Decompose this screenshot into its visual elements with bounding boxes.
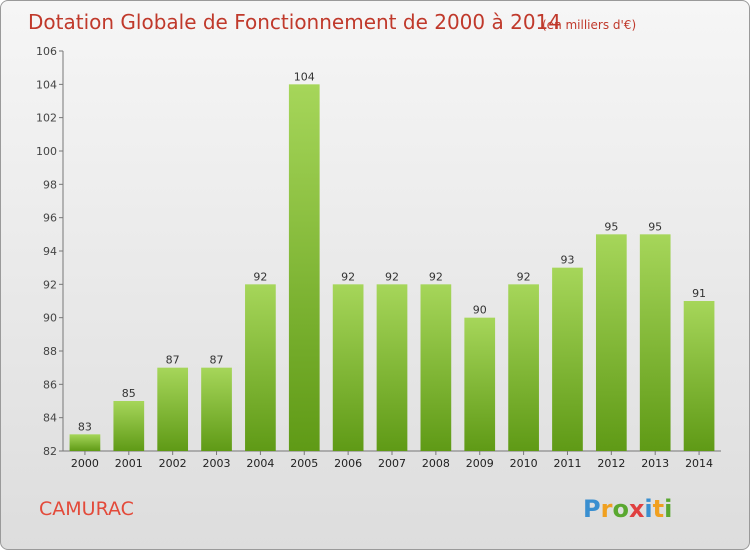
y-tick-label: 106 <box>36 45 57 58</box>
y-tick-label: 98 <box>43 178 57 191</box>
x-tick-label: 2013 <box>641 457 669 470</box>
bars <box>69 84 715 451</box>
y-tick-label: 82 <box>43 445 57 458</box>
y-tick-label: 92 <box>43 278 57 291</box>
y-ticks: 82 84 86 88 90 92 94 96 98 100 102 104 106 <box>36 45 63 458</box>
data-label: 87 <box>166 354 180 367</box>
bar-2010 <box>508 284 539 451</box>
bar-2007 <box>376 284 408 451</box>
bar-2001 <box>113 401 145 451</box>
bar-2000 <box>69 434 101 451</box>
x-tick-label: 2007 <box>378 457 406 470</box>
commune-name: CAMURAC <box>39 498 134 520</box>
x-tick-label: 2003 <box>203 457 231 470</box>
x-tick-label: 2000 <box>71 457 99 470</box>
logo-letter: t <box>653 495 664 523</box>
bar-2002 <box>157 367 189 451</box>
data-label: 95 <box>648 220 662 233</box>
data-label: 92 <box>253 270 267 283</box>
chart-title: Dotation Globale de Fonctionnement de 20… <box>28 10 561 34</box>
x-tick-label: 2012 <box>597 457 625 470</box>
data-label: 91 <box>692 287 706 300</box>
x-tick-label: 2011 <box>553 457 581 470</box>
data-labels: 83 85 87 87 92 104 92 92 92 90 92 93 95 95 91 <box>78 70 706 433</box>
logo-letter: o <box>612 495 629 523</box>
y-tick-label: 88 <box>43 345 57 358</box>
x-ticks: 2000 2001 2002 2003 2004 2005 2006 2007 2008 2009… <box>71 451 713 470</box>
data-label: 83 <box>78 420 92 433</box>
data-label: 92 <box>341 270 355 283</box>
y-tick-label: 90 <box>43 312 57 325</box>
y-tick-label: 94 <box>43 245 57 258</box>
x-tick-label: 2009 <box>466 457 494 470</box>
x-tick-label: 2004 <box>246 457 274 470</box>
y-tick-label: 84 <box>43 412 57 425</box>
data-label: 85 <box>122 387 136 400</box>
bar-2014 <box>683 301 715 451</box>
x-tick-label: 2002 <box>159 457 187 470</box>
x-tick-label: 2008 <box>422 457 450 470</box>
bar-2008 <box>420 284 452 451</box>
data-label: 87 <box>210 354 224 367</box>
bar-2009 <box>464 317 496 451</box>
data-label: 92 <box>385 270 399 283</box>
y-tick-label: 86 <box>43 378 57 391</box>
x-tick-label: 2010 <box>510 457 538 470</box>
data-label: 95 <box>604 220 618 233</box>
bar-2013 <box>639 234 671 451</box>
chart-subtitle: (en milliers d'€) <box>542 18 636 32</box>
y-tick-label: 104 <box>36 78 57 91</box>
logo-letter: r <box>601 495 613 523</box>
bar-2011 <box>552 267 583 451</box>
bar-2003 <box>201 367 232 451</box>
bar-2004 <box>245 284 276 451</box>
proxiti-logo: Proxiti <box>583 495 672 523</box>
logo-letter: x <box>629 495 645 523</box>
x-tick-label: 2006 <box>334 457 362 470</box>
data-label: 104 <box>294 70 315 83</box>
logo-letter: P <box>583 495 601 523</box>
logo-letter: i <box>664 495 672 523</box>
logo-letter: i <box>644 495 652 523</box>
bar-2012 <box>595 234 627 451</box>
data-label: 93 <box>560 254 574 267</box>
x-tick-label: 2001 <box>115 457 143 470</box>
x-tick-label: 2014 <box>685 457 713 470</box>
data-label: 90 <box>473 304 487 317</box>
bar-2006 <box>332 284 364 451</box>
y-tick-label: 100 <box>36 145 57 158</box>
x-tick-label: 2005 <box>290 457 318 470</box>
y-tick-label: 96 <box>43 212 57 225</box>
data-label: 92 <box>429 270 443 283</box>
y-tick-label: 102 <box>36 112 57 125</box>
bar-2005 <box>288 84 320 451</box>
data-label: 92 <box>517 270 531 283</box>
